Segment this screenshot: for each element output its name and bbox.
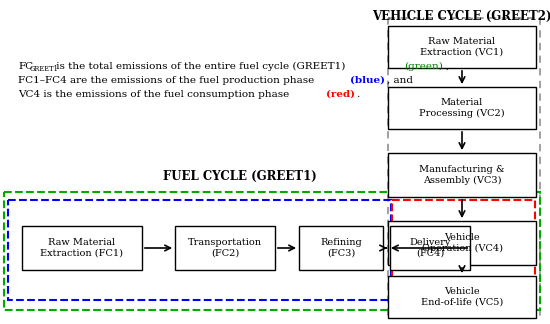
Text: Raw Material
Extraction (VC1): Raw Material Extraction (VC1) bbox=[420, 37, 504, 57]
Text: Delivery
(FC4): Delivery (FC4) bbox=[409, 238, 450, 258]
Bar bbox=[388, 153, 536, 197]
Bar bbox=[388, 221, 536, 265]
Bar bbox=[175, 226, 275, 270]
Text: Transportation
(FC2): Transportation (FC2) bbox=[188, 238, 262, 258]
Bar bbox=[388, 18, 540, 318]
Bar bbox=[392, 200, 535, 300]
Bar bbox=[8, 200, 391, 300]
Text: Manufacturing &
Assembly (VC3): Manufacturing & Assembly (VC3) bbox=[419, 165, 505, 185]
Bar bbox=[22, 226, 142, 270]
Text: GREET1: GREET1 bbox=[30, 65, 59, 73]
Bar bbox=[299, 226, 383, 270]
Text: (green): (green) bbox=[404, 62, 443, 71]
Text: VC4 is the emissions of the fuel consumption phase: VC4 is the emissions of the fuel consump… bbox=[18, 90, 293, 99]
Bar bbox=[390, 226, 470, 270]
Text: Raw Material
Extraction (FC1): Raw Material Extraction (FC1) bbox=[41, 238, 124, 258]
Text: , and: , and bbox=[387, 76, 412, 85]
Text: ,: , bbox=[446, 62, 449, 71]
Text: FC: FC bbox=[18, 62, 33, 71]
Text: (red): (red) bbox=[326, 90, 355, 99]
Text: .: . bbox=[356, 90, 360, 99]
Text: Material
Processing (VC2): Material Processing (VC2) bbox=[419, 98, 505, 118]
Text: Refining
(FC3): Refining (FC3) bbox=[320, 238, 362, 258]
Bar bbox=[388, 276, 536, 318]
Text: (blue): (blue) bbox=[350, 76, 386, 85]
Text: FUEL CYCLE (GREET1): FUEL CYCLE (GREET1) bbox=[163, 170, 317, 183]
Text: Vehicle
End-of-life (VC5): Vehicle End-of-life (VC5) bbox=[421, 287, 503, 307]
Bar bbox=[388, 26, 536, 68]
Text: is the total emissions of the entire fuel cycle (GREET1): is the total emissions of the entire fue… bbox=[53, 62, 349, 71]
Text: VEHICLE CYCLE (GREET2): VEHICLE CYCLE (GREET2) bbox=[372, 10, 550, 23]
Bar bbox=[388, 87, 536, 129]
Text: FC1–FC4 are the emissions of the fuel production phase: FC1–FC4 are the emissions of the fuel pr… bbox=[18, 76, 317, 85]
Bar bbox=[4, 192, 540, 310]
Text: Vehicle
Operation (VC4): Vehicle Operation (VC4) bbox=[421, 233, 503, 253]
